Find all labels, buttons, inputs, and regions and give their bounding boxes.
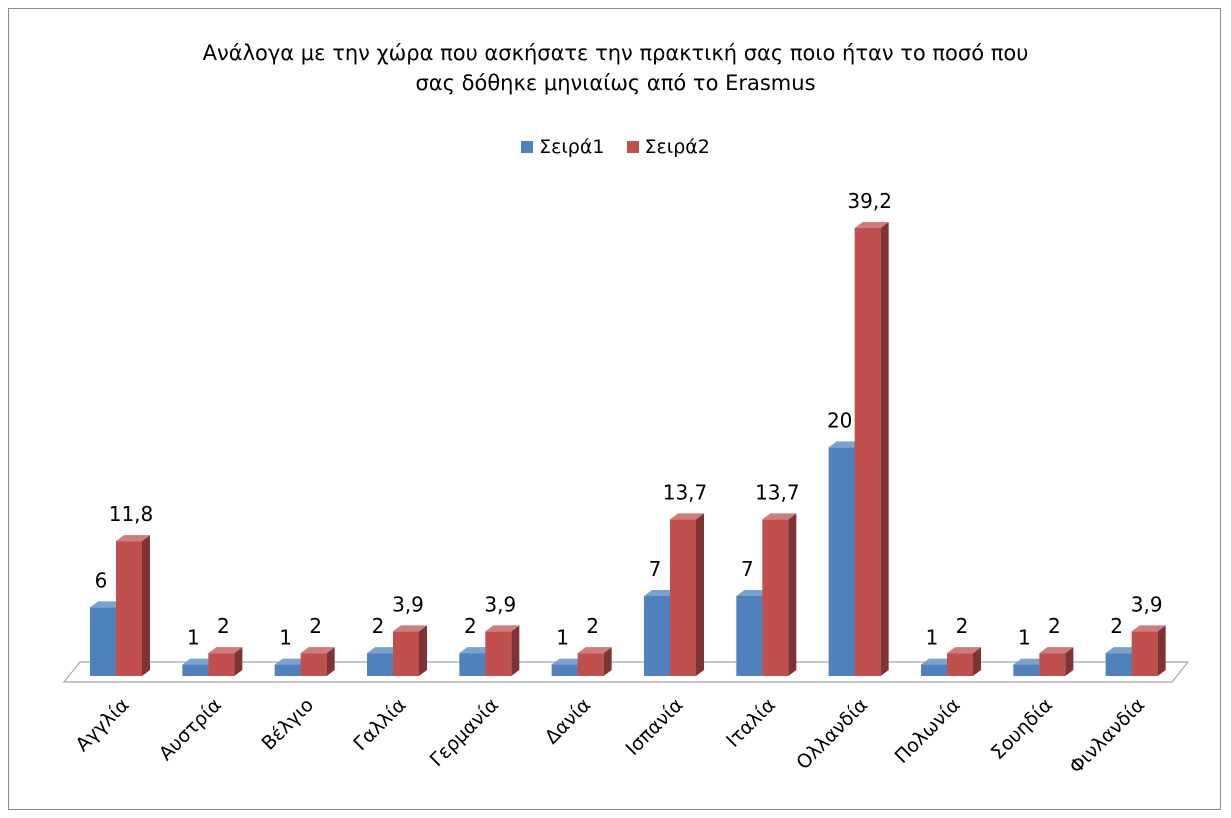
bar-2-8 <box>762 519 788 676</box>
category-label-10: Πολωνία <box>891 694 965 768</box>
bar-side-2-1 <box>142 535 150 676</box>
data-label-1-1: 6 <box>95 568 108 592</box>
category-label-7: Ισπανία <box>622 694 688 760</box>
bar-2-10 <box>947 653 973 676</box>
category-label-2: Αυστρία <box>155 694 226 765</box>
data-label-2-7: 13,7 <box>663 480 708 504</box>
data-label-2-4: 3,9 <box>392 592 424 616</box>
bar-1-7 <box>644 596 670 676</box>
bar-2-3 <box>301 653 327 676</box>
data-label-1-9: 20 <box>827 408 852 432</box>
bar-2-1 <box>116 541 142 676</box>
bar-2-5 <box>485 631 511 676</box>
category-label-8: Ιταλία <box>722 694 780 752</box>
data-label-1-12: 2 <box>1110 614 1123 638</box>
data-label-1-4: 2 <box>372 614 385 638</box>
bar-1-9 <box>829 447 855 676</box>
data-label-1-2: 1 <box>187 626 200 650</box>
data-label-1-3: 1 <box>279 626 292 650</box>
data-label-1-8: 7 <box>741 557 754 581</box>
bar-2-4 <box>393 631 419 676</box>
bar-1-2 <box>182 665 208 676</box>
data-label-2-11: 2 <box>1048 614 1061 638</box>
bar-side-2-12 <box>1158 625 1166 676</box>
bar-side-2-7 <box>696 513 704 676</box>
bar-1-10 <box>921 665 947 676</box>
category-label-5: Γερμανία <box>426 694 503 771</box>
bar-1-6 <box>552 665 578 676</box>
bar-1-1 <box>90 607 116 676</box>
category-label-3: Βέλγιο <box>257 694 318 755</box>
data-label-2-1: 11,8 <box>109 502 154 526</box>
data-label-2-5: 3,9 <box>484 592 516 616</box>
data-label-1-6: 1 <box>556 626 569 650</box>
bar-2-6 <box>578 653 604 676</box>
bar-1-12 <box>1106 653 1132 676</box>
category-label-11: Σουηδία <box>987 694 1057 764</box>
category-label-6: Δανία <box>541 694 596 749</box>
bar-1-3 <box>275 665 301 676</box>
data-label-1-7: 7 <box>649 557 662 581</box>
bar-1-5 <box>459 653 485 676</box>
data-label-1-11: 1 <box>1018 626 1031 650</box>
data-label-1-10: 1 <box>926 626 939 650</box>
data-label-2-6: 2 <box>586 614 599 638</box>
category-label-1: Αγγλία <box>72 694 134 756</box>
category-label-12: Φινλανδία <box>1065 694 1149 778</box>
bar-2-9 <box>855 228 881 676</box>
bar-side-2-9 <box>881 222 889 676</box>
category-label-9: Ολλανδία <box>792 694 872 774</box>
bar-side-2-8 <box>788 513 796 676</box>
bar-2-2 <box>208 653 234 676</box>
bar-2-11 <box>1039 653 1065 676</box>
data-label-1-5: 2 <box>464 614 477 638</box>
bar-1-8 <box>736 596 762 676</box>
data-label-2-8: 13,7 <box>755 480 800 504</box>
bar-1-4 <box>367 653 393 676</box>
category-label-4: Γαλλία <box>349 694 410 755</box>
bar-2-12 <box>1132 631 1158 676</box>
bar-1-11 <box>1013 665 1039 676</box>
data-label-2-3: 2 <box>309 614 322 638</box>
data-label-2-12: 3,9 <box>1131 592 1163 616</box>
data-label-2-9: 39,2 <box>847 189 892 213</box>
bar-side-2-5 <box>511 625 519 676</box>
bar-side-2-4 <box>419 625 427 676</box>
bar-2-7 <box>670 519 696 676</box>
data-label-2-2: 2 <box>217 614 230 638</box>
data-label-2-10: 2 <box>956 614 969 638</box>
